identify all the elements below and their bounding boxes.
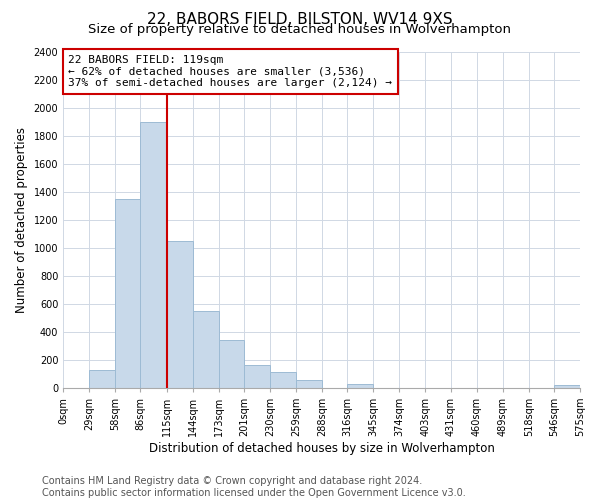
Text: 22, BABORS FIELD, BILSTON, WV14 9XS: 22, BABORS FIELD, BILSTON, WV14 9XS <box>147 12 453 28</box>
Bar <box>89 370 115 388</box>
Bar <box>115 198 140 388</box>
Bar <box>270 372 296 388</box>
Bar <box>140 122 167 388</box>
Text: Contains HM Land Registry data © Crown copyright and database right 2024.
Contai: Contains HM Land Registry data © Crown c… <box>42 476 466 498</box>
Bar <box>554 385 580 388</box>
Bar <box>296 380 322 388</box>
Bar <box>167 240 193 388</box>
Y-axis label: Number of detached properties: Number of detached properties <box>15 126 28 312</box>
X-axis label: Distribution of detached houses by size in Wolverhampton: Distribution of detached houses by size … <box>149 442 494 455</box>
Text: Size of property relative to detached houses in Wolverhampton: Size of property relative to detached ho… <box>89 22 511 36</box>
Bar <box>244 366 270 388</box>
Bar <box>347 384 373 388</box>
Bar <box>193 311 218 388</box>
Text: 22 BABORS FIELD: 119sqm
← 62% of detached houses are smaller (3,536)
37% of semi: 22 BABORS FIELD: 119sqm ← 62% of detache… <box>68 55 392 88</box>
Bar <box>218 340 244 388</box>
